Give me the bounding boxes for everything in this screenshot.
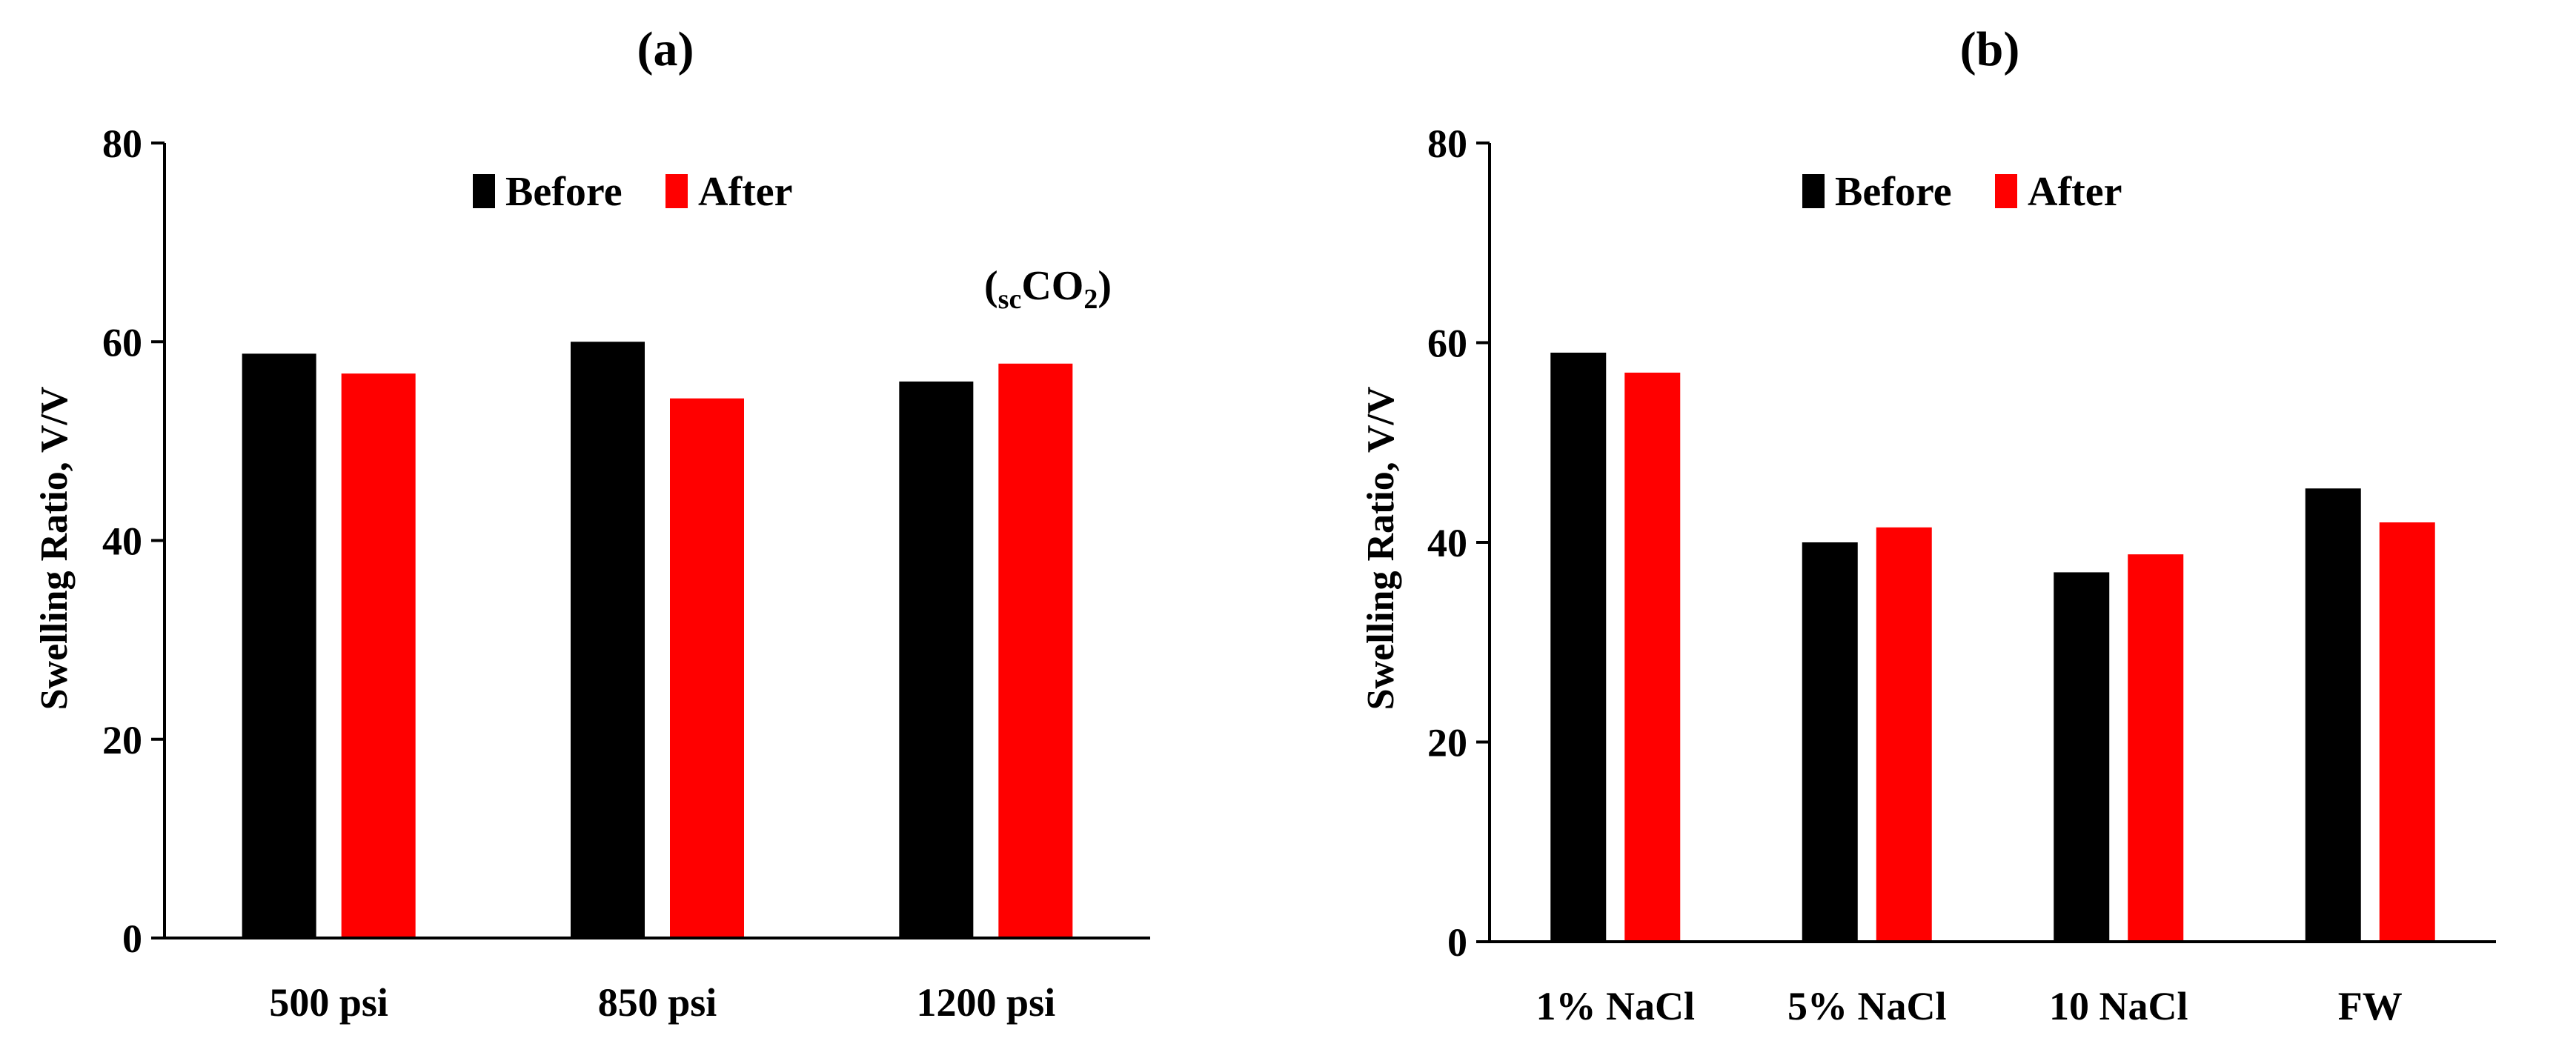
chart-b-bar-before-1 xyxy=(1802,542,1858,942)
chart-b-x-tick-label: 10 NaCl xyxy=(2049,984,2188,1028)
chart-b-legend-before-swatch xyxy=(1802,174,1825,208)
chart-a-y-axis-title: Swelling Ratio, V/V xyxy=(33,387,76,711)
chart-b-bar-before-3 xyxy=(2305,488,2361,942)
chart-a-bar-after-0 xyxy=(341,373,416,938)
chart-b-y-tick-label: 60 xyxy=(1427,322,1467,366)
chart-b-y-tick-label: 20 xyxy=(1427,721,1467,765)
chart-b-bar-before-0 xyxy=(1550,352,1607,942)
chart-a-y-tick-label: 80 xyxy=(102,122,142,166)
chart-b-y-tick-label: 0 xyxy=(1447,920,1467,965)
chart-a-y-tick-label: 40 xyxy=(102,519,142,564)
chart-panel-a: (a) Before After (scCO2) Swelling Ratio,… xyxy=(33,22,1150,1025)
chart-b-bar-after-0 xyxy=(1624,372,1681,942)
chart-a-bar-before-1 xyxy=(571,342,645,938)
chart-b-y-tick-label: 80 xyxy=(1427,122,1467,166)
chart-b-legend: Before After xyxy=(1802,169,2122,215)
chart-a-bar-before-0 xyxy=(242,353,316,939)
chart-a-x-tick-label: 850 psi xyxy=(598,980,717,1025)
chart-b-legend-after-label: After xyxy=(2028,169,2122,215)
chart-a-bar-after-1 xyxy=(670,398,744,938)
chart-b-y-axis-title: Swelling Ratio, V/V xyxy=(1360,387,1402,711)
chart-b-y-tick-label: 40 xyxy=(1427,521,1467,565)
chart-a-annotation-sc-co2: (scCO2) xyxy=(984,263,1112,315)
chart-b-bar-after-3 xyxy=(2379,522,2435,942)
chart-b-x-tick-label: 1% NaCl xyxy=(1536,984,1696,1028)
chart-b-title: (b) xyxy=(1960,22,2020,76)
chart-a-title: (a) xyxy=(637,22,694,76)
chart-b-bar-before-2 xyxy=(2054,572,2110,942)
chart-a-x-tick-label: 500 psi xyxy=(269,980,388,1025)
chart-b-x-tick-label: FW xyxy=(2338,984,2403,1028)
chart-a-y-tick-label: 20 xyxy=(102,718,142,762)
chart-a-legend-after-label: After xyxy=(698,169,792,215)
chart-a-bar-before-2 xyxy=(899,381,974,938)
chart-b-x-tick-label: 5% NaCl xyxy=(1787,984,1947,1028)
chart-b-bar-after-1 xyxy=(1876,527,1932,942)
chart-a-y-tick-label: 0 xyxy=(122,917,142,961)
chart-b-bar-after-2 xyxy=(2128,554,2184,942)
chart-a-legend-before-swatch xyxy=(473,174,495,208)
chart-a-legend: Before After xyxy=(473,169,792,215)
chart-b-legend-before-label: Before xyxy=(1835,169,1952,215)
chart-a-legend-after-swatch xyxy=(665,174,688,208)
chart-b-legend-after-swatch xyxy=(1995,174,2017,208)
chart-panel-b: (b) Before After Swelling Ratio, V/V 1% … xyxy=(1360,22,2496,1028)
chart-a-x-tick-label: 1200 psi xyxy=(917,980,1056,1025)
chart-a-y-tick-label: 60 xyxy=(102,320,142,365)
chart-a-bar-after-2 xyxy=(998,363,1073,938)
chart-a-legend-before-label: Before xyxy=(505,169,623,215)
